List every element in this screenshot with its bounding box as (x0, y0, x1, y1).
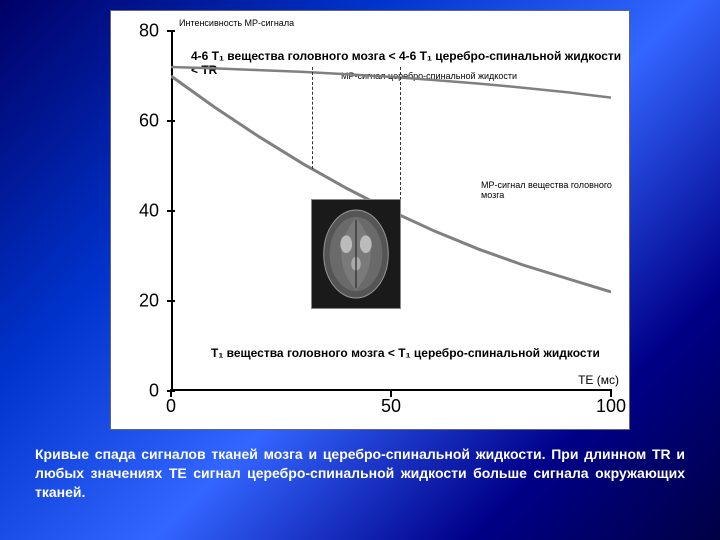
ytick-20: 20 (139, 291, 159, 312)
xtick-100: 100 (596, 396, 626, 417)
mri-inset (311, 199, 401, 309)
xtick-0: 0 (166, 396, 176, 417)
dashed-marker-1 (312, 67, 313, 169)
csf-curve (171, 67, 611, 98)
ytick-60: 60 (139, 111, 159, 132)
ytick-0: 0 (149, 381, 159, 402)
chart-panel: Интенсивность МР-сигнала TE (мс) 4-6 T₁ … (110, 10, 630, 430)
dashed-marker-2 (400, 67, 401, 215)
slide-caption: Кривые спада сигналов тканей мозга и цер… (35, 445, 685, 502)
y-axis-title: Интенсивность МР-сигнала (179, 19, 294, 29)
ytick-80: 80 (139, 21, 159, 42)
xtick-50: 50 (381, 396, 401, 417)
ytick-40: 40 (139, 201, 159, 222)
